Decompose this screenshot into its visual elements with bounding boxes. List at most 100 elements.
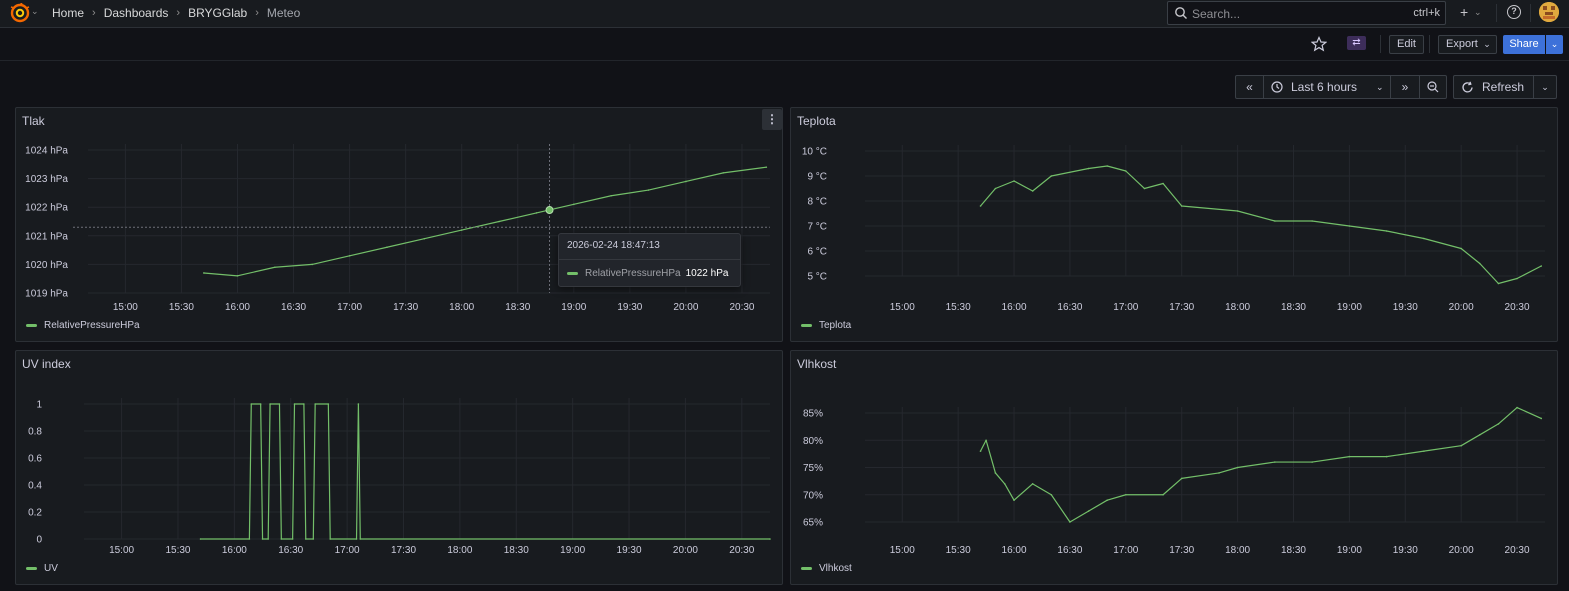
y-tick-label: 0.4 bbox=[28, 481, 42, 492]
x-tick-label: 19:00 bbox=[561, 302, 586, 313]
vlhkost-chart[interactable]: 15:00 15:30 16:00 16:30 17:00 17:30 18:00 18:30… bbox=[791, 351, 1559, 586]
time-shift-back-icon[interactable]: « bbox=[1246, 80, 1253, 94]
uv-chart[interactable]: 15:00 15:30 16:00 16:30 17:00 17:30 18:00 18:30… bbox=[16, 351, 784, 586]
legend-swatch bbox=[567, 272, 578, 275]
x-tick-label: 18:30 bbox=[505, 302, 530, 313]
time-range-label: Last 6 hours bbox=[1291, 80, 1358, 94]
chevron-down-icon[interactable]: ⌄ bbox=[31, 6, 39, 16]
dashboard-toolbar: ⇄ Edit Export ⌄ Share ⌄ bbox=[0, 29, 1569, 61]
y-tick-label: 0 bbox=[36, 535, 42, 546]
breadcrumb-home[interactable]: Home bbox=[52, 6, 85, 20]
y-tick-label: 80% bbox=[803, 436, 823, 447]
data-point bbox=[355, 538, 358, 540]
teplota-chart[interactable]: 15:00 15:30 16:00 16:30 17:00 17:30 18:00 18:30… bbox=[791, 108, 1559, 343]
x-tick-label: 15:30 bbox=[946, 302, 971, 313]
star-icon[interactable] bbox=[1311, 36, 1327, 52]
breadcrumb-current: Meteo bbox=[266, 6, 301, 20]
data-point bbox=[722, 172, 725, 174]
x-tick-label: 16:00 bbox=[225, 302, 250, 313]
data-point bbox=[248, 538, 251, 540]
data-point bbox=[1236, 210, 1239, 212]
chevron-down-icon[interactable]: ⌄ bbox=[1474, 7, 1482, 17]
top-nav-bar: ⌄ Home › Dashboards › BRYGGlab › Meteo S… bbox=[0, 0, 1569, 28]
divider bbox=[1429, 35, 1430, 53]
panel-menu-icon[interactable]: ⋮ bbox=[762, 109, 782, 130]
x-tick-label: 20:00 bbox=[1449, 545, 1474, 556]
legend-item[interactable]: Teplota bbox=[801, 320, 851, 331]
y-tick-label: 10 °C bbox=[802, 147, 827, 158]
search-input[interactable]: Search... ctrl+k bbox=[1167, 1, 1446, 25]
data-point bbox=[1013, 180, 1015, 182]
x-tick-label: 18:30 bbox=[504, 545, 529, 556]
divider bbox=[1496, 4, 1497, 22]
y-tick-label: 5 °C bbox=[807, 272, 827, 283]
y-tick-label: 0.2 bbox=[28, 508, 42, 519]
data-point bbox=[1497, 423, 1500, 425]
x-tick-label: 19:30 bbox=[617, 545, 642, 556]
data-point bbox=[1162, 182, 1164, 185]
share-button[interactable]: Share bbox=[1503, 35, 1545, 54]
y-tick-label: 8 °C bbox=[807, 197, 827, 208]
y-tick-label: 9 °C bbox=[807, 172, 827, 183]
x-tick-label: 16:00 bbox=[1002, 302, 1027, 313]
refresh-button[interactable]: Refresh bbox=[1454, 76, 1533, 98]
search-placeholder: Search... bbox=[1192, 7, 1241, 21]
data-point bbox=[359, 538, 362, 540]
breadcrumb-dashboards[interactable]: Dashboards bbox=[103, 6, 169, 20]
data-point bbox=[979, 205, 982, 207]
legend-item[interactable]: UV bbox=[26, 563, 58, 574]
panel-title[interactable]: UV index bbox=[22, 357, 71, 371]
legend-item[interactable]: Vlhkost bbox=[801, 563, 852, 574]
data-point bbox=[274, 266, 276, 269]
refresh-icon bbox=[1462, 81, 1473, 93]
legend-item[interactable]: RelativePressureHPa bbox=[26, 320, 140, 331]
chevron-down-icon: ⌄ bbox=[1376, 82, 1384, 92]
data-point bbox=[1003, 483, 1006, 485]
panel-title[interactable]: Teplota bbox=[797, 114, 836, 128]
x-tick-label: 15:30 bbox=[165, 545, 190, 556]
add-icon[interactable]: + bbox=[1460, 4, 1469, 20]
panel-title[interactable]: Tlak bbox=[22, 114, 45, 128]
user-avatar-icon bbox=[1539, 2, 1559, 22]
export-button[interactable]: Export ⌄ bbox=[1438, 35, 1497, 54]
x-tick-label: 17:30 bbox=[391, 545, 416, 556]
data-point bbox=[311, 263, 314, 266]
data-point bbox=[291, 538, 294, 540]
panel-title[interactable]: Vlhkost bbox=[797, 357, 837, 371]
data-point bbox=[267, 538, 269, 540]
series-line bbox=[203, 166, 767, 277]
divider bbox=[559, 259, 740, 260]
data-point bbox=[1540, 417, 1543, 420]
data-point bbox=[985, 439, 987, 442]
x-tick-label: 20:00 bbox=[673, 545, 698, 556]
data-point bbox=[1497, 282, 1500, 285]
series-line bbox=[979, 406, 1542, 523]
y-tick-label: 1023 hPa bbox=[25, 174, 68, 185]
refresh-interval-chevron-icon[interactable]: ⌄ bbox=[1541, 82, 1549, 92]
avatar[interactable] bbox=[1539, 2, 1559, 22]
tooltip-series: RelativePressureHPa bbox=[585, 268, 681, 279]
chart-tooltip: 2026-02-24 18:47:13 RelativePressureHPa … bbox=[558, 233, 741, 287]
legend-swatch bbox=[26, 567, 37, 570]
data-point bbox=[1162, 493, 1164, 496]
share-options-chevron-icon[interactable]: ⌄ bbox=[1546, 35, 1563, 54]
x-tick-label: 20:00 bbox=[1449, 302, 1474, 313]
x-tick-label: 20:00 bbox=[673, 302, 698, 313]
x-tick-label: 18:00 bbox=[449, 302, 474, 313]
time-range-button[interactable]: Last 6 hours ⌄ bbox=[1264, 76, 1390, 98]
chevron-down-icon: ⌄ bbox=[1483, 39, 1491, 49]
tlak-chart[interactable]: 15:00 15:30 16:00 16:30 17:00 17:30 18:00 18:30… bbox=[16, 108, 784, 343]
grafana-logo-icon[interactable] bbox=[10, 3, 30, 23]
help-icon[interactable]: ? bbox=[1507, 5, 1521, 19]
data-point bbox=[1050, 493, 1053, 496]
x-tick-label: 16:00 bbox=[222, 545, 247, 556]
data-point bbox=[573, 203, 575, 206]
breadcrumb-folder[interactable]: BRYGGlab bbox=[188, 6, 248, 20]
time-shift-forward-icon[interactable]: » bbox=[1401, 80, 1409, 94]
zoom-out-icon[interactable] bbox=[1420, 76, 1446, 98]
compare-icon[interactable]: ⇄ bbox=[1347, 36, 1366, 50]
data-point bbox=[1087, 510, 1090, 512]
x-tick-label: 15:30 bbox=[169, 302, 194, 313]
data-point bbox=[994, 472, 997, 474]
edit-button[interactable]: Edit bbox=[1389, 35, 1424, 54]
